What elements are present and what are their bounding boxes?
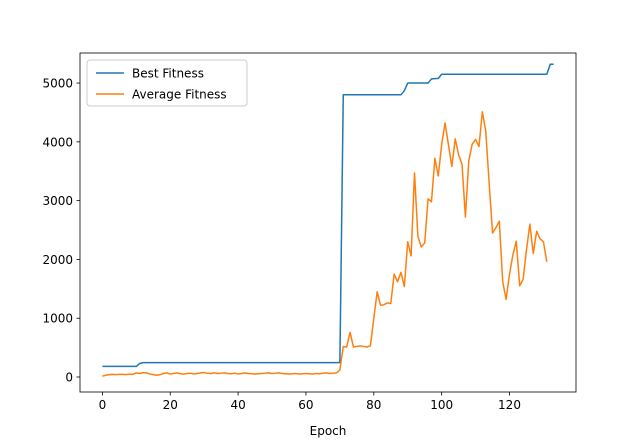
y-tick-label: 5000 [42, 77, 73, 91]
legend-box [86, 59, 248, 107]
y-tick-label: 3000 [42, 194, 73, 208]
plot-area [102, 63, 554, 377]
legend: Best Fitness Average Fitness [86, 59, 248, 107]
series-line-best-fitness [102, 63, 554, 368]
y-tick-label: 4000 [42, 135, 73, 149]
x-axis-ticks: 0 20 40 60 80 100 120 [99, 392, 521, 412]
legend-label: Average Fitness [132, 88, 227, 102]
x-tick-label: 80 [366, 398, 381, 412]
legend-label: Best Fitness [132, 67, 204, 81]
x-tick-label: 40 [230, 398, 245, 412]
series-line-average-fitness [102, 111, 548, 377]
x-axis-label: Epoch [310, 424, 347, 438]
y-tick-label: 2000 [42, 253, 73, 267]
y-axis-ticks: 0 1000 2000 3000 4000 5000 [42, 77, 80, 385]
x-tick-label: 0 [99, 398, 107, 412]
x-tick-label: 120 [498, 398, 521, 412]
axes-frame [79, 52, 577, 393]
x-tick-label: 100 [430, 398, 453, 412]
x-tick-label: 60 [298, 398, 313, 412]
y-tick-label: 0 [65, 371, 73, 385]
y-tick-label: 1000 [42, 312, 73, 326]
x-tick-label: 20 [163, 398, 178, 412]
